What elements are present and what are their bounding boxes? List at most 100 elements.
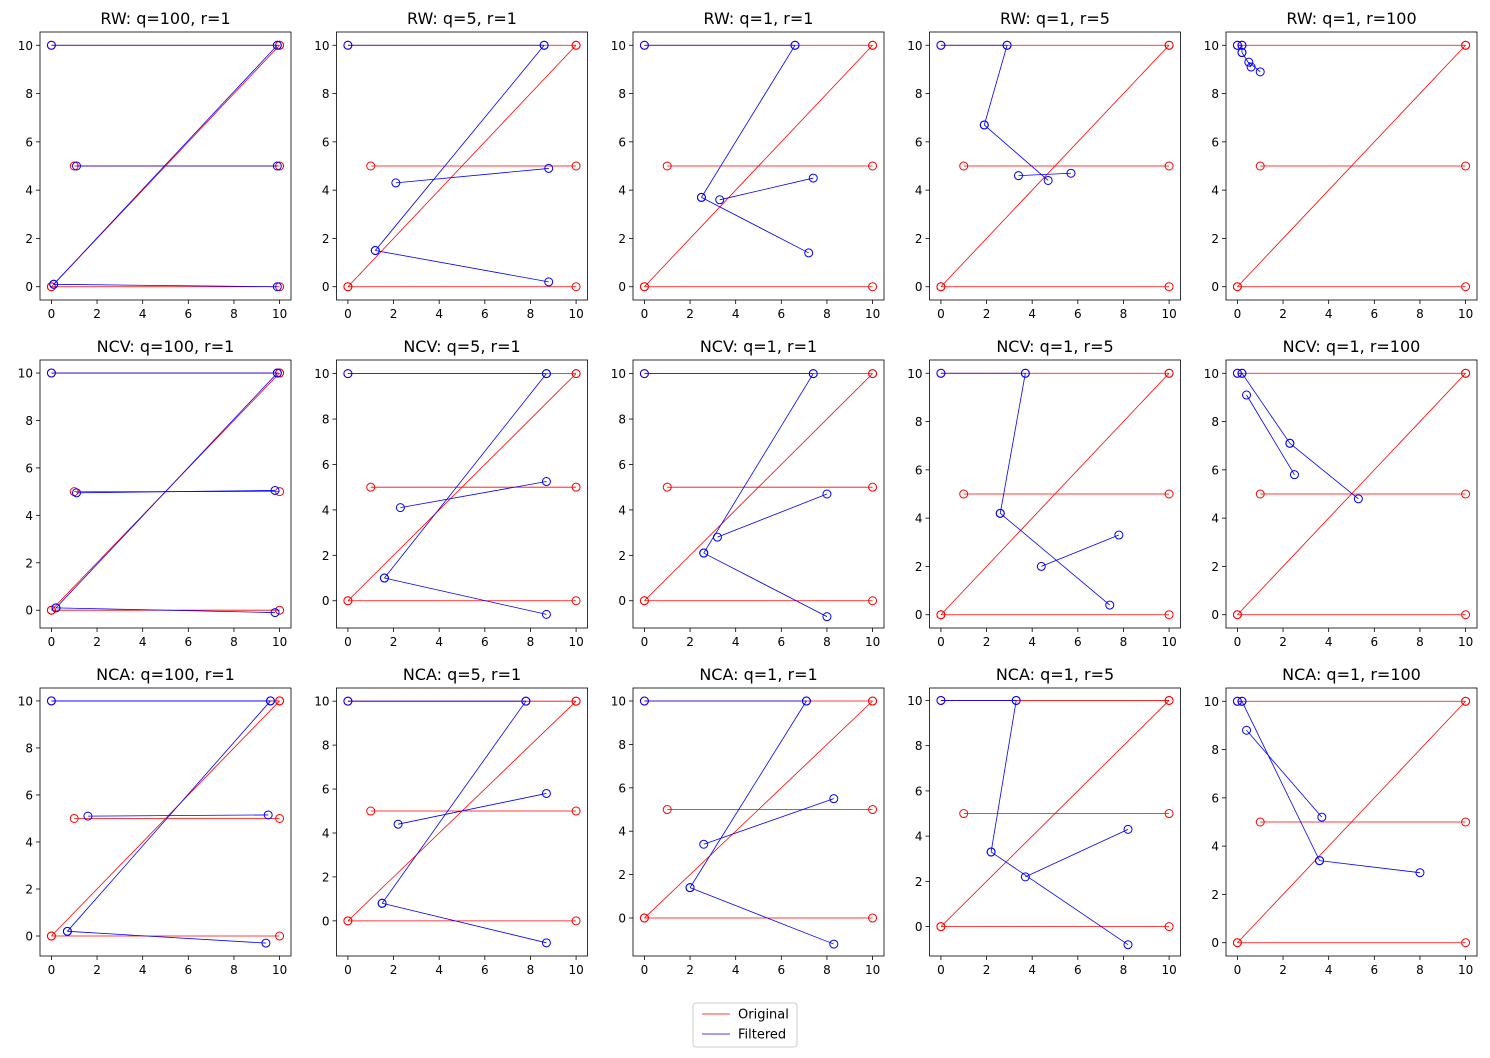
y-tick-label: 6 [1211, 791, 1219, 805]
y-tick-label: 8 [915, 415, 923, 429]
y-tick-label: 6 [1211, 463, 1219, 477]
y-tick-label: 0 [915, 608, 923, 622]
x-tick-label: 4 [1325, 307, 1333, 321]
subplot-title: RW: q=1, r=1 [704, 9, 814, 28]
y-tick-label: 6 [322, 783, 330, 797]
x-tick-label: 6 [481, 963, 489, 977]
subplot-title: NCV: q=5, r=1 [403, 337, 520, 356]
filtered-point [261, 938, 271, 948]
y-tick-label: 10 [1204, 367, 1219, 381]
y-tick-label: 10 [18, 367, 33, 381]
y-tick-label: 6 [322, 458, 330, 472]
x-tick-label: 0 [937, 635, 945, 649]
filtered-point [272, 368, 282, 378]
y-tick-label: 0 [618, 912, 626, 926]
filtered-segment [701, 197, 809, 254]
original-point [1164, 368, 1174, 378]
filtered-segment [1041, 534, 1120, 567]
original-point [1164, 922, 1174, 932]
subplot-title: NCV: q=1, r=5 [996, 337, 1113, 356]
plot-area [936, 40, 1174, 292]
y-tick-label: 8 [915, 739, 923, 753]
filtered-point [541, 788, 551, 798]
y-tick-label: 4 [322, 184, 330, 198]
subplot-title: NCA: q=100, r=1 [96, 665, 235, 684]
x-tick-label: 6 [1370, 635, 1378, 649]
filtered-point [539, 40, 549, 50]
x-tick-label: 2 [390, 635, 398, 649]
filtered-point [46, 696, 56, 706]
filtered-point [1242, 390, 1252, 400]
subplot-title: NCV: q=100, r=1 [97, 337, 235, 356]
filtered-point [639, 40, 649, 50]
x-tick-label: 8 [1416, 307, 1424, 321]
plot-area [46, 696, 285, 948]
original-point [936, 282, 946, 292]
original-point [1164, 610, 1174, 620]
x-tick-label: 10 [865, 963, 880, 977]
filtered-point [1237, 48, 1247, 58]
x-tick-label: 4 [139, 307, 147, 321]
x-tick-label: 6 [184, 635, 192, 649]
filtered-point [544, 277, 554, 287]
plot-area [639, 696, 878, 949]
y-tick-label: 10 [18, 39, 33, 53]
filtered-point [544, 163, 554, 173]
x-tick-label: 6 [1074, 307, 1082, 321]
y-tick-label: 4 [915, 184, 923, 198]
filtered-segment [381, 700, 527, 904]
filtered-segment [53, 45, 278, 285]
x-tick-label: 4 [1028, 635, 1036, 649]
original-point [868, 482, 878, 492]
x-tick-label: 2 [1279, 963, 1287, 977]
filtered-segment [1246, 394, 1295, 475]
x-tick-label: 10 [272, 635, 287, 649]
y-tick-label: 0 [618, 594, 626, 608]
filtered-point [1105, 600, 1115, 610]
filtered-point [685, 883, 695, 893]
subplot-title: NCA: q=1, r=100 [1282, 665, 1421, 684]
y-tick-label: 8 [25, 414, 33, 428]
original-point [868, 913, 878, 923]
filtered-point [1123, 824, 1133, 834]
y-tick-label: 4 [915, 512, 923, 526]
filtered-point [979, 120, 989, 130]
subplot-title: RW: q=1, r=5 [1000, 9, 1110, 28]
axes-frame [929, 359, 1181, 629]
x-tick-label: 8 [230, 307, 238, 321]
original-point [343, 916, 353, 926]
original-point [46, 282, 56, 292]
filtered-segment [395, 168, 549, 184]
filtered-point [804, 248, 814, 258]
subplot-title: RW: q=1, r=100 [1286, 9, 1416, 28]
x-tick-label: 8 [527, 635, 535, 649]
y-tick-label: 10 [611, 695, 626, 709]
filtered-point [936, 40, 946, 50]
filtered-segment [983, 45, 1008, 126]
y-tick-label: 0 [618, 280, 626, 294]
plot-area [46, 40, 285, 292]
original-point [868, 161, 878, 171]
y-tick-label: 8 [322, 87, 330, 101]
y-tick-label: 0 [322, 280, 330, 294]
y-tick-label: 2 [1211, 232, 1219, 246]
x-tick-label: 2 [686, 307, 694, 321]
y-tick-label: 0 [915, 920, 923, 934]
x-tick-label: 0 [937, 963, 945, 977]
original-segment [51, 700, 280, 937]
original-point [275, 813, 285, 823]
original-point [662, 161, 672, 171]
original-point [662, 482, 672, 492]
original-point [69, 487, 79, 497]
y-tick-label: 6 [618, 458, 626, 472]
filtered-point [1353, 494, 1363, 504]
filtered-point [1285, 438, 1295, 448]
filtered-point [995, 508, 1005, 518]
filtered-point [541, 477, 551, 487]
filtered-point [1002, 40, 1012, 50]
original-point [959, 809, 969, 819]
subplot: RW: q=1, r=5 0 2 4 6 8 10 0 2 4 6 8 10 [907, 9, 1181, 321]
filtered-point [801, 696, 811, 706]
